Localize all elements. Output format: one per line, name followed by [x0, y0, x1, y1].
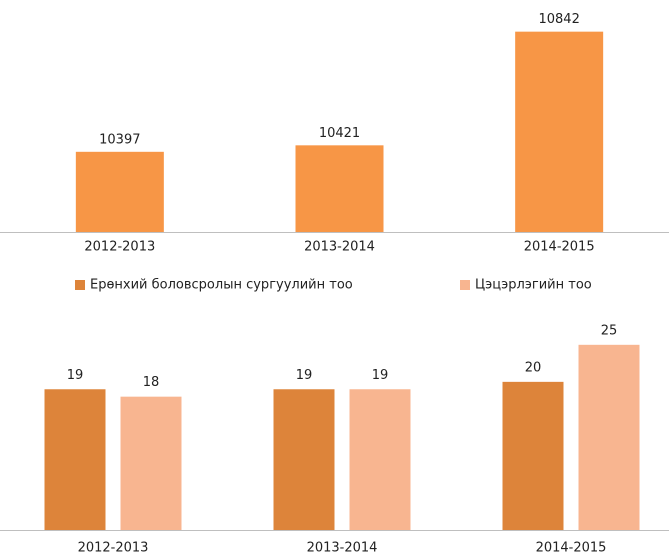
data-label: 10397 [99, 132, 140, 147]
x-tick-label: 2013-2014 [304, 240, 375, 255]
data-label: 20 [525, 360, 542, 375]
legend-swatch [75, 280, 85, 290]
legend-swatch [460, 280, 470, 290]
bar [44, 389, 106, 530]
data-label: 19 [67, 368, 84, 383]
bar [295, 145, 384, 232]
bar [515, 31, 604, 232]
bar [349, 389, 411, 530]
bar [120, 396, 182, 530]
data-label: 19 [372, 368, 389, 383]
data-label: 10842 [538, 12, 579, 27]
legend-label: Ерөнхий боловсролын сургуулийн тоо [90, 278, 353, 293]
bar [502, 381, 564, 530]
x-tick-label: 2012-2013 [78, 541, 149, 556]
x-tick-label: 2014-2015 [524, 240, 595, 255]
x-tick-label: 2013-2014 [307, 541, 378, 556]
bar [273, 389, 335, 530]
data-label: 19 [296, 368, 313, 383]
x-tick-label: 2014-2015 [536, 541, 607, 556]
data-label: 18 [143, 375, 160, 390]
bar [578, 344, 640, 530]
data-label: 10421 [319, 126, 360, 141]
data-label: 25 [601, 323, 618, 338]
legend-label: Цэцэрлэгийн тоо [475, 278, 592, 293]
x-tick-label: 2012-2013 [84, 240, 155, 255]
bar [75, 151, 164, 232]
